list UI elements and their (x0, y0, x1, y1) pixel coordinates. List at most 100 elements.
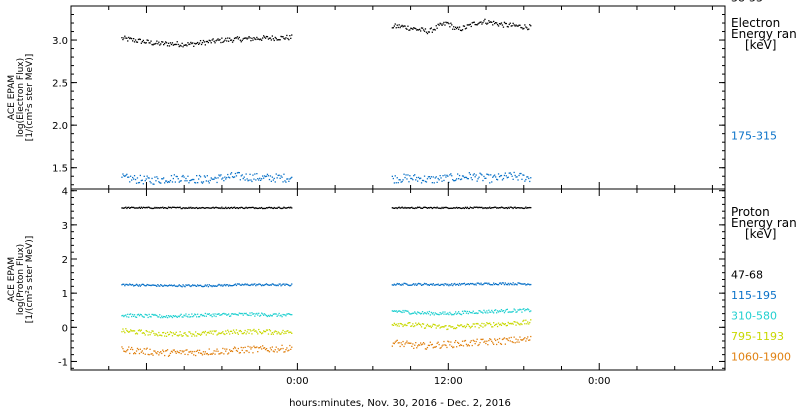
data-point (396, 207, 398, 210)
data-point (431, 325, 433, 327)
data-point (482, 338, 484, 340)
data-point (139, 330, 141, 332)
data-point (494, 206, 496, 208)
data-point (193, 207, 195, 209)
data-point (176, 285, 178, 288)
data-point (263, 347, 265, 349)
data-point (221, 178, 223, 180)
data-point (249, 173, 251, 175)
data-point (169, 331, 172, 333)
data-point (515, 338, 517, 340)
electron-y-axis-label: ACE EPAM (7, 75, 17, 120)
data-point (431, 284, 433, 286)
data-point (209, 314, 211, 317)
data-point (477, 344, 479, 347)
data-point (242, 207, 244, 209)
data-point (501, 206, 504, 209)
data-point (270, 284, 272, 286)
data-point (499, 342, 502, 345)
data-point (179, 285, 181, 287)
data-point (416, 29, 418, 31)
data-point (496, 325, 499, 328)
data-point (166, 349, 169, 351)
data-point (291, 283, 293, 285)
data-point (434, 29, 436, 31)
data-point (199, 314, 202, 316)
data-point (453, 207, 455, 209)
data-point (231, 313, 234, 315)
data-point (166, 331, 169, 334)
data-point (486, 173, 488, 175)
data-point (139, 174, 141, 177)
data-point (493, 175, 495, 177)
data-point (131, 330, 133, 332)
data-point (521, 207, 523, 209)
data-point (475, 206, 477, 208)
data-point (219, 284, 221, 286)
data-point (278, 174, 280, 176)
data-point (144, 180, 146, 182)
data-point (245, 333, 247, 335)
data-point (255, 313, 257, 315)
data-point (469, 282, 471, 285)
data-point (501, 338, 504, 341)
data-point (460, 29, 463, 32)
data-point (269, 175, 272, 177)
data-point (469, 173, 471, 176)
data-point (428, 31, 430, 33)
data-point (227, 37, 229, 39)
electron-legend-title: [keV] (745, 38, 776, 52)
data-point (396, 311, 398, 313)
data-point (211, 178, 213, 180)
data-point (487, 312, 489, 314)
data-point (494, 22, 496, 25)
data-point (151, 284, 153, 286)
data-point (442, 311, 444, 313)
data-point (416, 313, 418, 315)
data-point (157, 207, 159, 209)
data-point (466, 310, 468, 313)
data-point (128, 36, 130, 39)
data-point (146, 330, 148, 333)
data-point (503, 21, 506, 23)
data-point (223, 333, 225, 335)
data-point (399, 322, 401, 325)
data-point (228, 40, 230, 42)
data-point (162, 41, 164, 43)
data-point (264, 314, 267, 316)
data-point (471, 22, 473, 24)
data-point (467, 24, 469, 26)
data-point (195, 285, 197, 287)
data-point (471, 282, 473, 285)
data-point (435, 283, 437, 286)
data-point (482, 179, 484, 182)
data-point (222, 313, 224, 315)
data-point (458, 325, 460, 327)
data-point (471, 312, 473, 314)
data-point (447, 328, 449, 330)
data-point (505, 175, 507, 177)
data-point (175, 43, 177, 46)
data-point (256, 346, 258, 348)
data-point (244, 313, 246, 315)
data-point (130, 348, 132, 350)
data-point (520, 309, 522, 311)
data-point (242, 177, 244, 180)
data-point (217, 207, 219, 209)
data-point (135, 283, 138, 285)
data-point (455, 340, 457, 342)
data-point (263, 347, 266, 349)
data-point (210, 207, 212, 209)
data-point (164, 182, 166, 184)
data-point (409, 284, 411, 286)
data-point (425, 313, 428, 315)
electron-y-tick-label: 2.5 (52, 79, 68, 90)
data-point (249, 346, 251, 348)
data-point (392, 207, 394, 209)
data-point (268, 351, 271, 353)
data-point (184, 207, 186, 210)
data-point (468, 207, 470, 210)
data-point (392, 310, 394, 312)
data-point (263, 314, 265, 316)
data-point (169, 315, 172, 317)
